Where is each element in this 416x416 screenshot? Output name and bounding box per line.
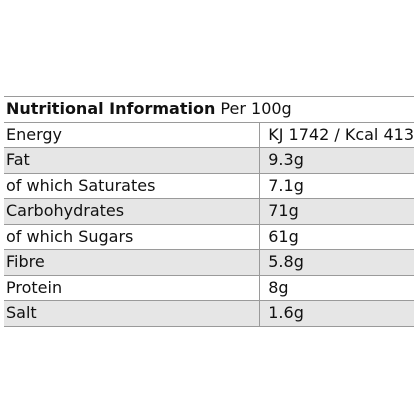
nutrient-name: Energy (4, 121, 261, 148)
nutrient-value: KJ 1742 / Kcal 413 (259, 121, 414, 148)
nutrient-name: of which Saturates (4, 172, 261, 199)
nutrient-name: Fibre (4, 249, 261, 276)
nutrient-value: 1.6g (259, 300, 414, 327)
table-row: Protein 8g (4, 274, 414, 301)
table-row: of which Sugars 61g (4, 223, 414, 250)
table-row: Energy KJ 1742 / Kcal 413 (4, 121, 414, 148)
table-header-row: Nutritional Information Per 100g (4, 96, 414, 123)
table-row: Salt 1.6g (4, 300, 414, 327)
nutrient-value: 7.1g (259, 172, 414, 199)
nutrient-value: 8g (259, 274, 414, 301)
table-title-bold: Nutritional Information (6, 99, 216, 119)
table-row: Fat 9.3g (4, 147, 414, 174)
table-row: Carbohydrates 71g (4, 198, 414, 225)
nutrient-name: Carbohydrates (4, 198, 261, 225)
table-title-rest: Per 100g (215, 99, 292, 119)
nutrition-table: Nutritional Information Per 100g Energy … (4, 96, 414, 327)
nutrient-name: Salt (4, 300, 261, 327)
table-row: Fibre 5.8g (4, 249, 414, 276)
table-title: Nutritional Information Per 100g (4, 96, 414, 123)
table-row: of which Saturates 7.1g (4, 172, 414, 199)
nutrient-name: Protein (4, 274, 261, 301)
nutrient-value: 71g (259, 198, 414, 225)
nutrient-value: 5.8g (259, 249, 414, 276)
nutrient-name: of which Sugars (4, 223, 261, 250)
nutrient-name: Fat (4, 147, 261, 174)
nutrient-value: 9.3g (259, 147, 414, 174)
nutrient-value: 61g (259, 223, 414, 250)
